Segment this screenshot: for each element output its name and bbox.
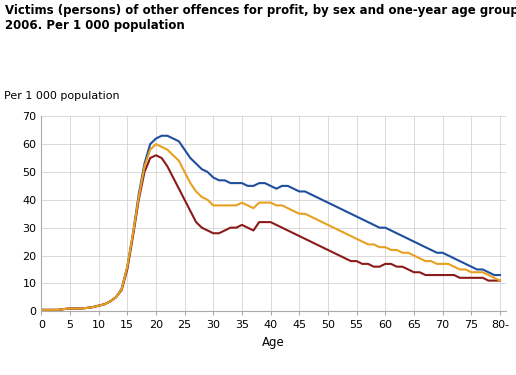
Both sexes xyxy=(331,225,337,230)
Male xyxy=(331,203,337,208)
Both sexes xyxy=(382,245,389,249)
Male xyxy=(497,273,503,277)
Male xyxy=(416,242,423,247)
Male xyxy=(382,225,389,230)
Male xyxy=(457,259,463,263)
Both sexes xyxy=(153,142,159,146)
Female xyxy=(38,308,44,312)
Female xyxy=(416,270,423,274)
Female xyxy=(153,153,159,158)
Female xyxy=(497,278,503,283)
Male xyxy=(158,134,165,138)
Both sexes xyxy=(457,267,463,272)
Legend: Male, Female, Both sexes: Male, Female, Both sexes xyxy=(119,372,428,375)
Line: Male: Male xyxy=(41,136,500,310)
Male xyxy=(440,251,446,255)
Text: Victims (persons) of other offences for profit, by sex and one-year age group.
2: Victims (persons) of other offences for … xyxy=(5,4,516,32)
Female xyxy=(296,234,302,238)
Both sexes xyxy=(38,308,44,312)
Female xyxy=(457,276,463,280)
Line: Female: Female xyxy=(41,155,500,310)
Line: Both sexes: Both sexes xyxy=(41,144,500,310)
Female xyxy=(331,251,337,255)
Both sexes xyxy=(440,262,446,266)
Female xyxy=(382,262,389,266)
Male xyxy=(296,189,302,194)
Male xyxy=(38,308,44,312)
X-axis label: Age: Age xyxy=(262,336,285,349)
Text: Per 1 000 population: Per 1 000 population xyxy=(4,91,120,101)
Both sexes xyxy=(296,211,302,216)
Both sexes xyxy=(416,256,423,261)
Both sexes xyxy=(497,278,503,283)
Female xyxy=(440,273,446,277)
